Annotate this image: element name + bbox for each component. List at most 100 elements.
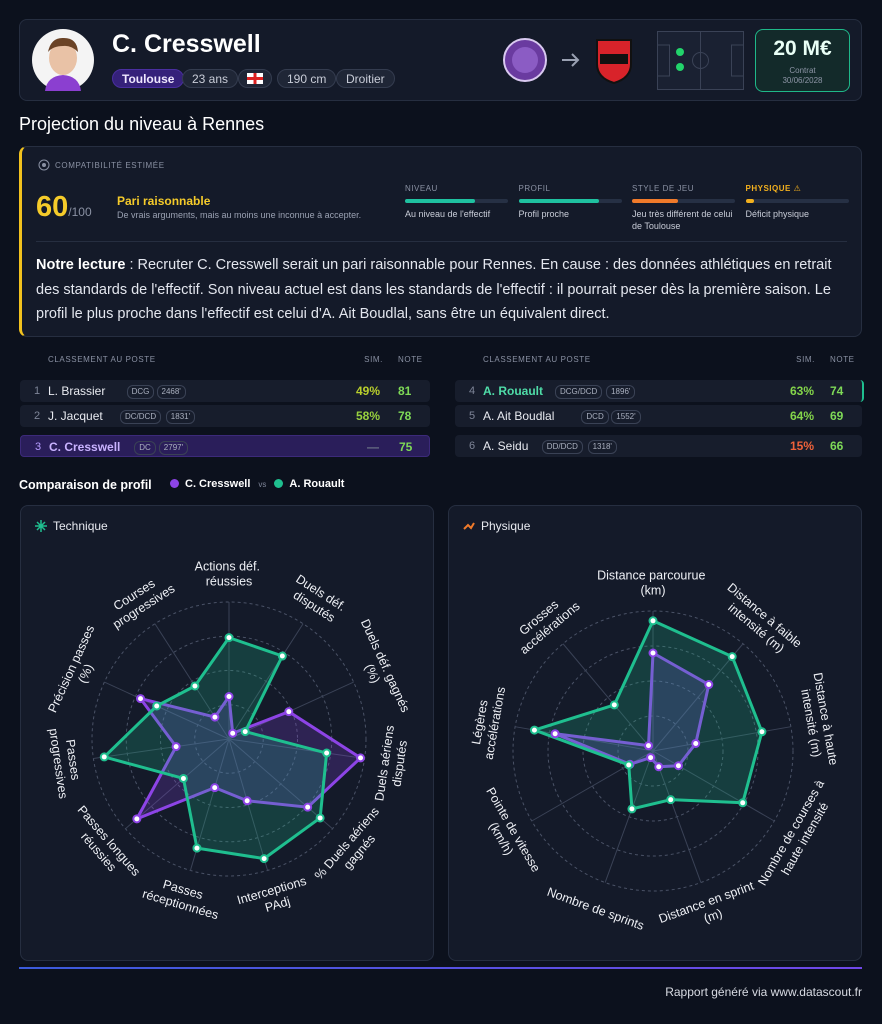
criterion-title: NIVEAU [405, 184, 438, 193]
note: 75 [399, 440, 413, 454]
table-header: CLASSEMENT AU POSTE [483, 355, 591, 364]
criterion-bar [518, 199, 599, 203]
ranking-row: 4 A. Rouault DCG/DCD 1896' 63% 74 [455, 380, 864, 402]
radar-spoke [652, 726, 791, 752]
ranking-row: 6 A. Seidu DD/DCD 1318' 15% 66 [455, 435, 862, 457]
similarity: 63% [789, 384, 814, 398]
position-tag: DCD [581, 410, 609, 424]
axis-label: Duels déf. gagnés (%) [344, 617, 414, 724]
axis-label: Nombre de sprints [545, 885, 646, 933]
radar-point [171, 742, 181, 752]
criterion-description: Au niveau de l'effectif [405, 209, 491, 219]
radar-point [192, 843, 202, 853]
flag [247, 73, 263, 84]
radar-point [99, 752, 109, 762]
axis-label: Pointe de vitesse (km/h) [470, 785, 544, 885]
reading: Notre lecture: Recruter C. Cresswell ser… [36, 253, 848, 327]
flag-pill [238, 69, 272, 88]
criterion-track [632, 199, 735, 203]
axis-label: Passes longues réussies [63, 803, 145, 891]
axis-label: Précision passes (%) [45, 620, 112, 721]
radar-point [210, 712, 220, 722]
minutes-tag: 1552' [611, 410, 641, 424]
rank: 6 [469, 440, 476, 452]
footer-rule [19, 967, 862, 969]
radar-title: Technique [53, 519, 108, 533]
radar-spoke [652, 750, 775, 822]
radar-point [242, 796, 252, 806]
similarity: 64% [789, 409, 814, 423]
radar-point [624, 760, 634, 770]
position-tag: DC/DCD [120, 410, 162, 424]
minutes-tag: 1896' [606, 385, 636, 399]
player-name: A. Rouault [483, 384, 543, 398]
criterion-title: PROFIL [518, 184, 551, 193]
legend-swatch [170, 479, 179, 488]
note: 66 [830, 439, 844, 453]
divider [36, 241, 847, 242]
radar-point [190, 681, 200, 691]
radar-area [553, 651, 711, 769]
radar-point [224, 633, 234, 643]
table-header: CLASSEMENT AU POSTE [48, 355, 156, 364]
minutes-tag: 1318' [587, 440, 617, 454]
transfer-logos [503, 38, 632, 84]
radar-area [102, 636, 329, 861]
radar-spoke [228, 738, 333, 830]
score-value: 60 [36, 191, 69, 223]
radar-point [646, 753, 656, 763]
radar-point [704, 680, 714, 690]
criterion-bar [405, 199, 476, 203]
radar-point [303, 802, 313, 812]
radar-point [136, 694, 146, 704]
pitch-map [657, 31, 744, 90]
axis-label: Passes progressives [46, 725, 85, 799]
radar-point [259, 854, 269, 864]
legend-label: A. Rouault [289, 478, 345, 490]
rank: 3 [35, 441, 42, 453]
axis-label: Duels aériens disputés [372, 721, 412, 804]
compatibility-label: COMPATIBILITÉ ESTIMÉE [55, 161, 165, 170]
axis-label: Passes réceptionnées [141, 872, 225, 922]
height-pill: 190 cm [277, 69, 337, 88]
axis-label: Nombre de courses à haute intensité [755, 774, 842, 895]
player-name: A. Ait Boudlal [483, 409, 555, 423]
radar-point [738, 798, 748, 808]
axis-label: Légères accélérations [467, 683, 508, 761]
radar-spoke [228, 623, 304, 740]
club-pill: Toulouse [112, 69, 185, 88]
target-icon [38, 159, 50, 171]
radar-card: Physique Distance parcourue (km) Distance … [448, 505, 862, 961]
radar-point [356, 753, 366, 763]
legend-label: C. Cresswell [185, 478, 251, 490]
legend-swatch [274, 479, 284, 488]
verdict: Pari raisonnable [117, 194, 211, 208]
rank: 2 [34, 410, 41, 422]
table-header: SIM. [364, 355, 383, 364]
radar-ring [160, 670, 298, 808]
axis-label: Distance parcourue (km) [597, 569, 709, 598]
verdict-description: De vrais arguments, mais au moins une in… [117, 210, 362, 220]
criterion-bar [632, 199, 679, 203]
similarity: 49% [355, 384, 380, 398]
section-title: Projection du niveau à Rennes [19, 114, 265, 134]
ranking-row: 2 J. Jacquet DC/DCD 1831' 58% 78 [20, 405, 430, 427]
radar-point [322, 748, 332, 758]
note: 78 [398, 409, 412, 423]
note: 81 [398, 384, 412, 398]
criterion-description: Déficit physique [745, 209, 810, 219]
criterion-bar [745, 199, 754, 203]
footer: Rapport généré via www.datascout.fr [665, 985, 862, 999]
radar-area [532, 619, 764, 811]
similarity: 58% [355, 409, 380, 423]
radar-point [224, 692, 234, 702]
player-name: L. Brassier [48, 384, 106, 398]
minutes-tag: 2797' [158, 441, 189, 455]
axis-label: Grosses accélérations [507, 588, 582, 658]
reading-lead: Notre lecture [36, 257, 126, 273]
radar-point [210, 783, 220, 793]
reading-text: : Recruter C. Cresswell serait un pari r… [36, 257, 832, 322]
radar-point [648, 616, 658, 626]
